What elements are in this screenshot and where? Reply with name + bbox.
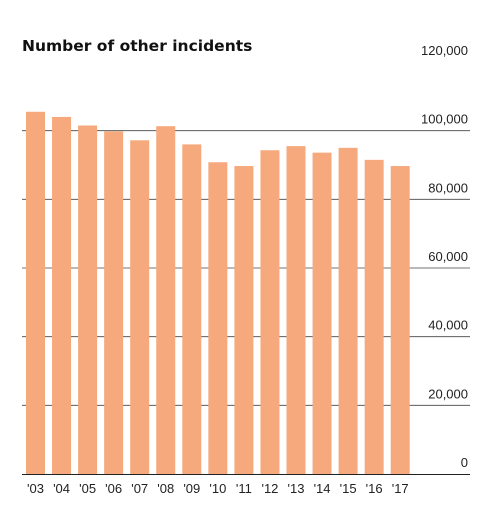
bar-0 <box>26 111 45 474</box>
bar-2 <box>78 125 98 475</box>
x-tick-label: '08 <box>157 481 174 496</box>
bar-3 <box>104 131 124 474</box>
bar-9 <box>260 150 280 475</box>
y-tick-label: 0 <box>461 455 468 470</box>
bar-13 <box>364 159 384 474</box>
bar-11 <box>312 152 332 474</box>
y-tick-label: 40,000 <box>428 318 468 333</box>
x-tick-label: '12 <box>261 481 278 496</box>
x-tick-label: '17 <box>392 481 409 496</box>
bar-7 <box>208 162 228 474</box>
x-tick-label: '16 <box>366 481 383 496</box>
x-tick-label: '03 <box>27 481 44 496</box>
x-tick-label: '11 <box>236 481 252 496</box>
y-tick-label: 20,000 <box>428 386 468 401</box>
x-tick-label: '07 <box>131 481 148 496</box>
y-tick-label: 120,000 <box>421 43 468 58</box>
bars-layer <box>26 111 410 475</box>
x-tick-label: '09 <box>183 481 200 496</box>
x-tick-label: '14 <box>314 481 331 496</box>
bar-10 <box>286 146 306 474</box>
bar-6 <box>182 144 202 474</box>
y-tick-label: 100,000 <box>421 112 468 127</box>
bar-1 <box>52 116 72 475</box>
bar-4 <box>130 140 150 474</box>
bar-12 <box>338 147 358 474</box>
x-tick-label: '10 <box>209 481 226 496</box>
x-tick-label: '05 <box>79 481 96 496</box>
x-tick-label: '15 <box>340 481 357 496</box>
y-tick-label: 80,000 <box>428 180 468 195</box>
x-tick-label: '06 <box>105 481 122 496</box>
bar-8 <box>234 166 254 474</box>
y-tick-label: 60,000 <box>428 249 468 264</box>
y-axis-ticks: 0 20,000 40,000 60,000 80,000 100,000 120,000 <box>421 43 468 470</box>
chart-title: Number of other incidents <box>22 37 252 55</box>
bar-14 <box>390 166 410 474</box>
x-axis-ticks: '03 '04 '05 '06 '07 '08 '09 '10 '11 '12 '13 '14 '15 '… <box>27 481 409 496</box>
x-tick-label: '13 <box>288 481 305 496</box>
x-tick-label: '04 <box>53 481 70 496</box>
bar-5 <box>156 126 176 474</box>
